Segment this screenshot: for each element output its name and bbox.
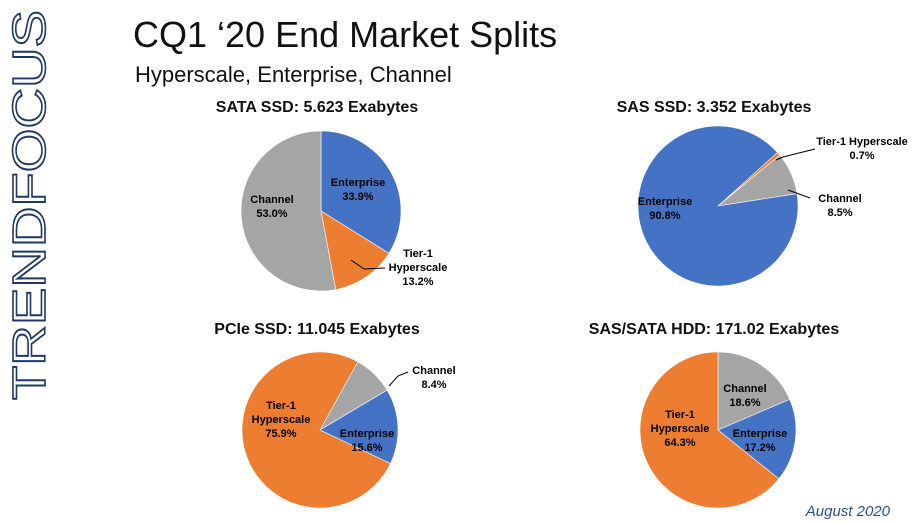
pie-slice-3-1 bbox=[717, 398, 797, 480]
slice-label-0-1: Tier-1 Hyperscale 13.2% bbox=[389, 248, 448, 288]
slide-subtitle: Hyperscale, Enterprise, Channel bbox=[135, 62, 452, 87]
leader-line-1-1 bbox=[787, 189, 811, 199]
chart-title-sas-ssd: SAS SSD: 3.352 Exabytes bbox=[616, 99, 812, 116]
pie-chart-1: Tier-1 Hyperscale 0.7% Channel 8.5% Enterpri… bbox=[637, 125, 908, 287]
slice-label-0-2: Channel 53.0% bbox=[250, 194, 293, 220]
pie-slice-0-2 bbox=[240, 130, 337, 292]
pie-slice-1-2 bbox=[637, 125, 799, 287]
slice-label-1-1: Channel 8.5% bbox=[818, 193, 861, 219]
slice-label-3-1: Enterprise 17.2% bbox=[733, 428, 787, 454]
slice-label-2-1: Enterprise 15.6% bbox=[340, 428, 394, 454]
pie-slice-3-0 bbox=[717, 351, 791, 431]
leader-line-0-1 bbox=[350, 259, 386, 270]
pie-slice-0-0 bbox=[320, 130, 402, 254]
chart-title-pcie-ssd: PCIe SSD: 11.045 Exabytes bbox=[214, 321, 420, 338]
leader-line-1-0 bbox=[775, 148, 816, 161]
pie-chart-3: Channel 18.6% Enterprise 17.2% Tier-1 Hypersc… bbox=[639, 351, 797, 509]
slice-label-0-0: Enterprise 33.9% bbox=[331, 177, 385, 203]
slice-label-3-2: Tier-1 Hyperscale 64.3% bbox=[651, 409, 710, 449]
pie-slice-0-1 bbox=[320, 210, 390, 290]
footer-date: August 2020 bbox=[805, 503, 890, 520]
chart-title-sas-sata-hdd: SAS/SATA HDD: 171.02 Exabytes bbox=[588, 321, 840, 338]
slice-label-3-0: Channel 18.6% bbox=[723, 383, 766, 409]
slice-label-2-2: Tier-1 Hyperscale 75.9% bbox=[252, 400, 311, 440]
pie-chart-2: Channel 8.4% Enterprise 15.6% Tier-1 Hypersca… bbox=[241, 351, 456, 509]
logo-text: TRENDFOCUS bbox=[3, 10, 55, 400]
slice-label-1-0: Tier-1 Hyperscale 0.7% bbox=[816, 136, 908, 162]
slice-label-2-0: Channel 8.4% bbox=[412, 365, 455, 391]
chart-title-sata-ssd: SATA SSD: 5.623 Exabytes bbox=[215, 99, 419, 116]
leader-line-2-0 bbox=[388, 371, 409, 387]
slide-title: CQ1 ‘20 End Market Splits bbox=[133, 14, 558, 55]
pie-slice-3-2 bbox=[639, 351, 780, 509]
pie-chart-0: Enterprise 33.9% Tier-1 Hyperscale 13.2% Chan… bbox=[240, 130, 448, 292]
trendfocus-logo: TRENDFOCUS bbox=[0, 0, 60, 525]
pie-slice-2-2 bbox=[241, 351, 391, 509]
pie-slice-2-1 bbox=[319, 389, 399, 464]
slice-label-1-2: Enterprise 90.8% bbox=[638, 196, 692, 222]
